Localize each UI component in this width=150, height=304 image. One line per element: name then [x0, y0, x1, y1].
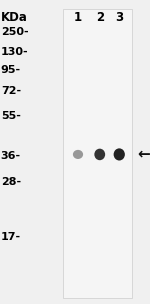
Text: 36-: 36-: [1, 151, 21, 161]
Text: 55-: 55-: [1, 111, 21, 121]
Text: 130-: 130-: [1, 47, 28, 57]
Text: KDa: KDa: [1, 11, 28, 24]
Ellipse shape: [73, 150, 83, 159]
Text: 250-: 250-: [1, 27, 28, 37]
Ellipse shape: [94, 149, 105, 160]
Text: 72-: 72-: [1, 86, 21, 96]
Text: 2: 2: [96, 11, 104, 24]
Text: 95-: 95-: [1, 65, 21, 74]
Text: 3: 3: [115, 11, 123, 24]
Text: ←: ←: [137, 147, 150, 162]
FancyBboxPatch shape: [63, 9, 132, 298]
Text: 17-: 17-: [1, 232, 21, 241]
Ellipse shape: [114, 148, 125, 161]
Text: 1: 1: [74, 11, 82, 24]
Text: 28-: 28-: [1, 177, 21, 187]
